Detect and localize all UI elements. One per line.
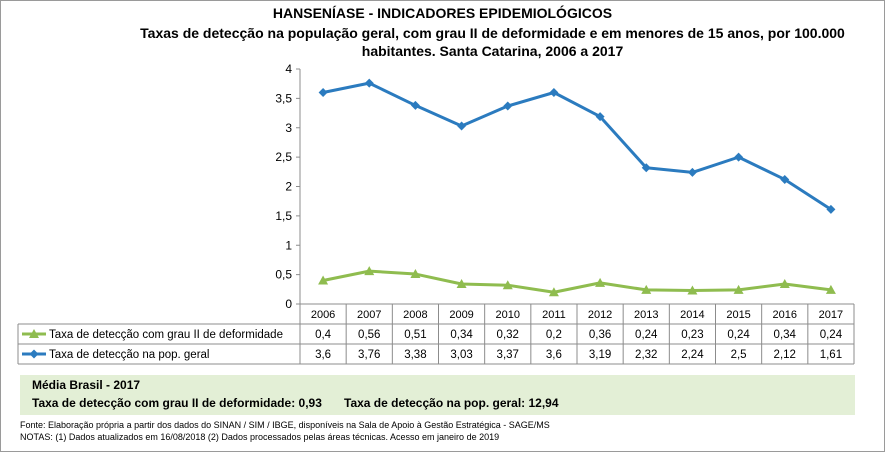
legend-label: Taxa de detecção com grau II de deformid… bbox=[49, 329, 283, 341]
x-category-label: 2009 bbox=[449, 309, 473, 321]
data-table-value: 0,56 bbox=[358, 329, 380, 341]
data-table-value: 0,34 bbox=[774, 329, 797, 341]
data-point bbox=[456, 279, 467, 289]
data-table-value: 0,51 bbox=[404, 329, 426, 341]
x-category-label: 2010 bbox=[496, 309, 520, 321]
data-table-value: 2,12 bbox=[774, 349, 796, 361]
data-point bbox=[687, 167, 697, 177]
brasil-heading: Média Brasil - 2017 bbox=[32, 378, 141, 392]
data-table-value: 0,24 bbox=[635, 329, 658, 341]
data-table-value: 0,36 bbox=[589, 329, 611, 341]
data-table-value: 3,37 bbox=[497, 349, 519, 361]
brasil-average-box: Média Brasil - 2017 Taxa de detecção com… bbox=[20, 375, 855, 415]
data-table-value: 2,24 bbox=[681, 349, 704, 361]
y-tick-label: 0,5 bbox=[275, 268, 292, 282]
data-point bbox=[780, 174, 790, 184]
x-category-label: 2015 bbox=[726, 309, 750, 321]
data-point bbox=[641, 284, 652, 294]
data-point bbox=[549, 88, 559, 97]
data-point bbox=[825, 284, 836, 294]
data-table-value: 1,61 bbox=[820, 349, 842, 361]
data-point bbox=[595, 112, 605, 122]
data-table-value: 0,24 bbox=[820, 329, 843, 341]
brasil-geral-value: Taxa de detecção na pop. geral: 12,94 bbox=[344, 396, 559, 410]
data-table-value: 3,6 bbox=[546, 349, 562, 361]
data-table-value: 0,32 bbox=[497, 329, 519, 341]
legend-marker bbox=[29, 329, 39, 338]
data-point bbox=[364, 266, 375, 276]
legend-marker bbox=[29, 349, 39, 359]
source-note: Fonte: Elaboração própria a partir dos d… bbox=[20, 420, 550, 430]
data-point bbox=[734, 152, 744, 162]
data-table-value: 3,03 bbox=[450, 349, 472, 361]
data-table-value: 3,76 bbox=[358, 349, 380, 361]
x-category-label: 2008 bbox=[403, 309, 427, 321]
chart-subtitle: Taxas de detecção na população geral, co… bbox=[100, 24, 885, 60]
data-table-value: 3,19 bbox=[589, 349, 611, 361]
data-point bbox=[595, 277, 606, 287]
y-tick-label: 4 bbox=[285, 62, 292, 76]
data-table-value: 0,4 bbox=[315, 329, 332, 341]
data-point bbox=[457, 121, 467, 131]
chart-subtitle-line2: habitantes. Santa Catarina, 2006 a 2017 bbox=[361, 43, 624, 59]
data-point bbox=[410, 100, 420, 110]
y-tick-label: 3,5 bbox=[275, 91, 292, 105]
data-point bbox=[779, 279, 790, 289]
data-point bbox=[364, 78, 374, 88]
data-table-value: 0,34 bbox=[450, 329, 473, 341]
x-category-label: 2013 bbox=[634, 309, 658, 321]
data-point bbox=[548, 287, 559, 297]
notes: NOTAS: (1) Dados atualizados em 16/08/20… bbox=[20, 432, 500, 442]
data-point bbox=[826, 204, 836, 214]
x-category-label: 2016 bbox=[773, 309, 797, 321]
y-tick-label: 3 bbox=[285, 121, 292, 135]
data-table-value: 2,32 bbox=[635, 349, 657, 361]
y-tick-label: 1 bbox=[285, 238, 292, 252]
data-point bbox=[318, 275, 329, 285]
y-tick-label: 0 bbox=[285, 297, 292, 311]
series-line bbox=[322, 81, 832, 211]
x-category-label: 2014 bbox=[680, 309, 704, 321]
data-table-value: 0,2 bbox=[546, 329, 562, 341]
data-point bbox=[687, 285, 698, 295]
data-table-value: 2,5 bbox=[731, 349, 747, 361]
data-point bbox=[503, 101, 513, 111]
legend-label: Taxa de detecção na pop. geral bbox=[49, 349, 209, 361]
series-line bbox=[322, 269, 832, 294]
data-table-value: 0,24 bbox=[727, 329, 750, 341]
data-point bbox=[502, 280, 513, 290]
data-table-value: 3,6 bbox=[315, 349, 331, 361]
data-point bbox=[318, 88, 328, 97]
data-table-value: 3,38 bbox=[404, 349, 426, 361]
data-point bbox=[733, 284, 744, 294]
x-category-label: 2012 bbox=[588, 309, 612, 321]
y-tick-label: 1,5 bbox=[275, 209, 292, 223]
x-category-label: 2011 bbox=[542, 309, 566, 321]
x-category-label: 2007 bbox=[357, 309, 381, 321]
x-category-label: 2006 bbox=[311, 309, 335, 321]
chart-subtitle-line1: Taxas de detecção na população geral, co… bbox=[140, 25, 845, 41]
data-point bbox=[410, 269, 421, 279]
data-point bbox=[641, 163, 651, 173]
data-table-value: 0,23 bbox=[681, 329, 703, 341]
chart-title: HANSENÍASE - INDICADORES EPIDEMIOLÓGICOS bbox=[272, 5, 613, 21]
x-category-label: 2017 bbox=[819, 309, 843, 321]
y-tick-label: 2,5 bbox=[275, 150, 292, 164]
y-tick-label: 2 bbox=[285, 180, 292, 194]
brasil-grau2-value: Taxa de detecção com grau II de deformid… bbox=[32, 396, 322, 410]
